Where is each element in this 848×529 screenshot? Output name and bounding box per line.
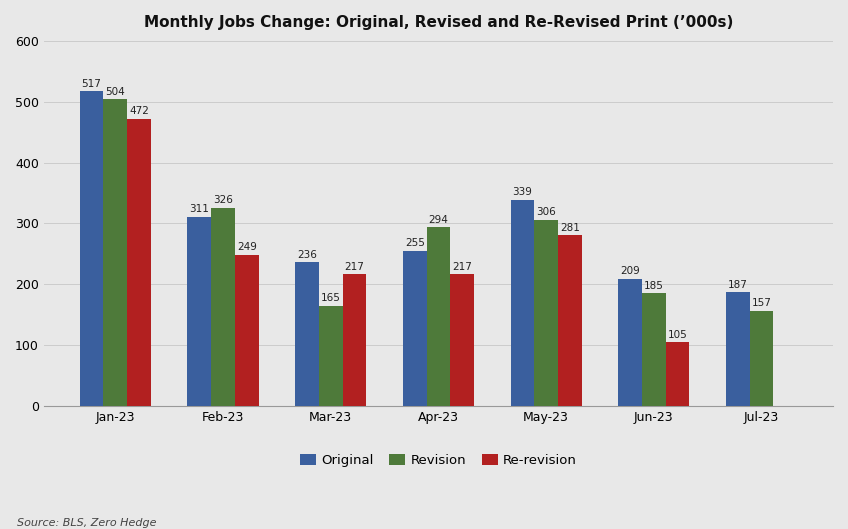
Text: 255: 255 [404,239,425,249]
Bar [534,220,558,406]
Bar [750,311,773,406]
Text: 209: 209 [620,267,640,277]
Text: 339: 339 [512,187,533,197]
Bar [343,274,366,406]
Bar [80,92,103,406]
Text: 306: 306 [536,207,556,217]
Text: 326: 326 [213,195,233,205]
Bar [450,274,474,406]
Bar [642,294,666,406]
Bar [427,227,450,406]
Bar [666,342,689,406]
Title: Monthly Jobs Change: Original, Revised and Re-Revised Print (’000s): Monthly Jobs Change: Original, Revised a… [144,15,734,30]
Text: 472: 472 [129,106,149,116]
Text: 311: 311 [189,204,209,214]
Text: 185: 185 [644,281,664,291]
Text: 187: 187 [728,280,748,290]
Bar [235,254,259,406]
Text: 517: 517 [81,79,102,89]
Bar [558,235,582,406]
Bar [319,306,343,406]
Text: 105: 105 [667,330,688,340]
Bar [103,99,127,406]
Legend: Original, Revision, Re-revision: Original, Revision, Re-revision [295,449,582,473]
Text: 504: 504 [105,87,126,97]
Bar [187,217,211,406]
Text: 294: 294 [428,215,449,225]
Bar [510,200,534,406]
Text: 236: 236 [297,250,317,260]
Text: 281: 281 [560,223,580,233]
Text: 249: 249 [237,242,257,252]
Text: 165: 165 [321,293,341,303]
Text: 157: 157 [751,298,772,308]
Bar [618,279,642,406]
Text: 217: 217 [344,261,365,271]
Bar [726,292,750,406]
Bar [295,262,319,406]
Bar [403,251,427,406]
Bar [211,208,235,406]
Bar [127,119,151,406]
Text: 217: 217 [452,261,472,271]
Text: Source: BLS, Zero Hedge: Source: BLS, Zero Hedge [17,518,157,528]
